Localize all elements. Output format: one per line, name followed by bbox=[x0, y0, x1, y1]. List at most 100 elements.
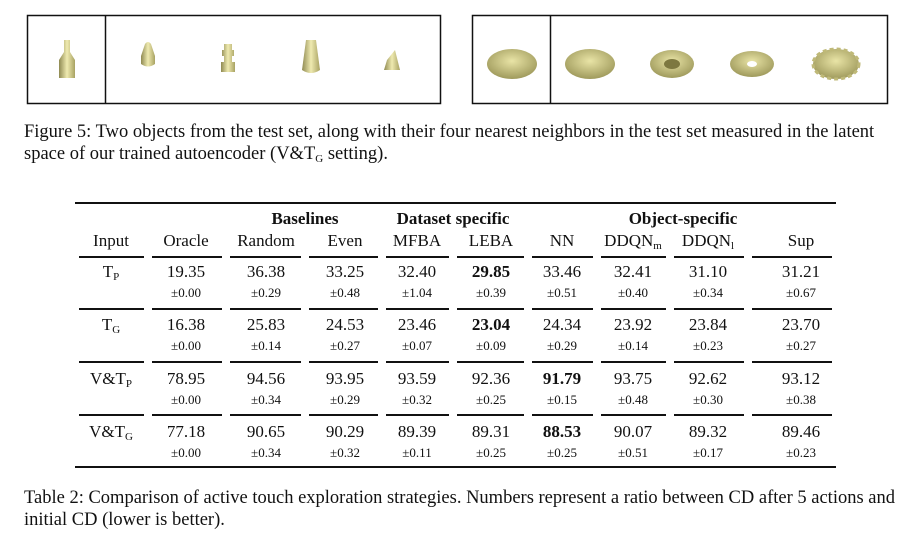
rule bbox=[386, 414, 449, 416]
rule bbox=[601, 308, 666, 310]
rule bbox=[532, 308, 593, 310]
column-header: Oracle bbox=[163, 231, 209, 250]
rule bbox=[752, 414, 832, 416]
cell-std: ±0.23 bbox=[786, 445, 816, 460]
cell-std: ±0.15 bbox=[547, 392, 577, 407]
cell-mean: 89.39 bbox=[397, 422, 437, 441]
cell-mean: 93.12 bbox=[781, 369, 821, 388]
cell-mean: 89.46 bbox=[781, 422, 821, 441]
row-label-base: T bbox=[101, 315, 113, 334]
rule bbox=[230, 308, 301, 310]
rule bbox=[230, 361, 301, 363]
cell-mean: 94.56 bbox=[246, 369, 286, 388]
cell-std: ±0.39 bbox=[476, 285, 506, 300]
rule bbox=[752, 256, 832, 258]
rule bbox=[752, 308, 832, 310]
cell-mean: 93.59 bbox=[397, 369, 437, 388]
column-header: LEBA bbox=[468, 231, 514, 250]
cell-std: ±0.07 bbox=[402, 338, 432, 353]
rule bbox=[386, 361, 449, 363]
rule bbox=[674, 308, 744, 310]
cell-std: ±0.29 bbox=[330, 392, 360, 407]
column-header-sub: m bbox=[653, 240, 662, 252]
cell-mean: 19.35 bbox=[166, 262, 206, 281]
cell-std: ±1.04 bbox=[402, 285, 432, 300]
cell-std: ±0.25 bbox=[476, 445, 506, 460]
rule bbox=[79, 361, 144, 363]
cell-mean: 90.07 bbox=[613, 422, 653, 441]
cell-std: ±0.48 bbox=[330, 285, 360, 300]
cell-std: ±0.09 bbox=[476, 338, 506, 353]
cell-mean: 23.84 bbox=[688, 315, 728, 334]
cell-mean: 36.38 bbox=[246, 262, 286, 281]
rule bbox=[309, 308, 378, 310]
rule bbox=[674, 414, 744, 416]
rule bbox=[230, 414, 301, 416]
column-header: DDQNl bbox=[681, 231, 735, 252]
rule bbox=[457, 414, 524, 416]
cell-mean: 31.10 bbox=[688, 262, 728, 281]
cell-mean: 23.92 bbox=[613, 315, 653, 334]
column-header: Random bbox=[237, 231, 295, 250]
cell-std: ±0.00 bbox=[171, 338, 201, 353]
cell-std: ±0.27 bbox=[786, 338, 816, 353]
caption-sub: G bbox=[315, 153, 324, 165]
cell-std: ±0.27 bbox=[330, 338, 360, 353]
column-header: DDQNm bbox=[604, 231, 662, 252]
cell-std: ±0.38 bbox=[786, 392, 816, 407]
rule bbox=[457, 256, 524, 258]
cell-mean: 23.46 bbox=[397, 315, 437, 334]
cell-mean: 23.70 bbox=[781, 315, 821, 334]
cell-std: ±0.40 bbox=[618, 285, 648, 300]
row-label: V&TG bbox=[89, 422, 133, 443]
column-header-sub: l bbox=[731, 240, 735, 252]
cell-mean: 23.04 bbox=[471, 315, 511, 334]
row-label-base: T bbox=[102, 262, 114, 281]
cell-mean: 89.31 bbox=[471, 422, 511, 441]
row-label: TG bbox=[101, 315, 121, 336]
rule bbox=[457, 361, 524, 363]
rule bbox=[309, 414, 378, 416]
cell-std: ±0.23 bbox=[693, 338, 723, 353]
cell-std: ±0.00 bbox=[171, 285, 201, 300]
table-caption: Table 2: Comparison of active touch expl… bbox=[24, 488, 895, 530]
rule bbox=[75, 466, 836, 468]
cell-std: ±0.11 bbox=[402, 445, 432, 460]
group-header: Object-specific bbox=[628, 209, 738, 228]
column-header: NN bbox=[549, 231, 575, 250]
cell-mean: 92.36 bbox=[471, 369, 511, 388]
cell-mean: 31.21 bbox=[781, 262, 821, 281]
row-label: TP bbox=[102, 262, 120, 283]
rule bbox=[601, 414, 666, 416]
cell-mean: 33.25 bbox=[325, 262, 365, 281]
rule bbox=[457, 308, 524, 310]
rule bbox=[152, 361, 222, 363]
cell-std: ±0.48 bbox=[618, 392, 648, 407]
cell-mean: 33.46 bbox=[542, 262, 582, 281]
cell-std: ±0.30 bbox=[693, 392, 723, 407]
cell-mean: 90.65 bbox=[246, 422, 286, 441]
row-label-base: V&T bbox=[89, 422, 125, 441]
cell-std: ±0.00 bbox=[171, 392, 201, 407]
row-label-sub: G bbox=[112, 324, 121, 336]
cell-std: ±0.25 bbox=[547, 445, 577, 460]
rule bbox=[79, 414, 144, 416]
group-header: Baselines bbox=[271, 209, 339, 228]
cell-std: ±0.51 bbox=[547, 285, 577, 300]
column-header-base: DDQN bbox=[681, 231, 732, 250]
cell-mean: 92.62 bbox=[688, 369, 728, 388]
column-header: MFBA bbox=[392, 231, 442, 250]
row-label-sub: P bbox=[125, 378, 133, 390]
cell-std: ±0.29 bbox=[547, 338, 577, 353]
cell-std: ±0.67 bbox=[786, 285, 816, 300]
cell-mean: 88.53 bbox=[542, 422, 582, 441]
cell-std: ±0.51 bbox=[618, 445, 648, 460]
cell-std: ±0.32 bbox=[402, 392, 432, 407]
cell-mean: 25.83 bbox=[246, 315, 286, 334]
rule bbox=[601, 361, 666, 363]
figure-caption: Figure 5: Two objects from the test set,… bbox=[24, 121, 904, 165]
cell-mean: 77.18 bbox=[166, 422, 206, 441]
object-shapes bbox=[59, 40, 861, 81]
column-header-base: DDQN bbox=[604, 231, 654, 250]
